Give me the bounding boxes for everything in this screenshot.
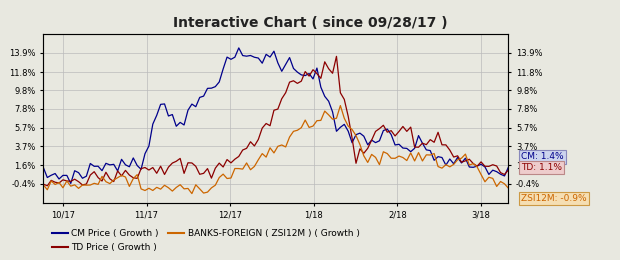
Legend: CM Price ( Growth ), TD Price ( Growth ), BANKS-FOREIGN ( ZSI12M ) ( Growth ): CM Price ( Growth ), TD Price ( Growth )… [48,226,363,256]
Text: ZSI12M: -0.9%: ZSI12M: -0.9% [521,194,587,203]
Text: CM: 1.4%: CM: 1.4% [521,152,564,161]
Text: TD: 1.1%: TD: 1.1% [521,163,562,172]
Text: Interactive Chart ( since 09/28/17 ): Interactive Chart ( since 09/28/17 ) [173,16,447,30]
